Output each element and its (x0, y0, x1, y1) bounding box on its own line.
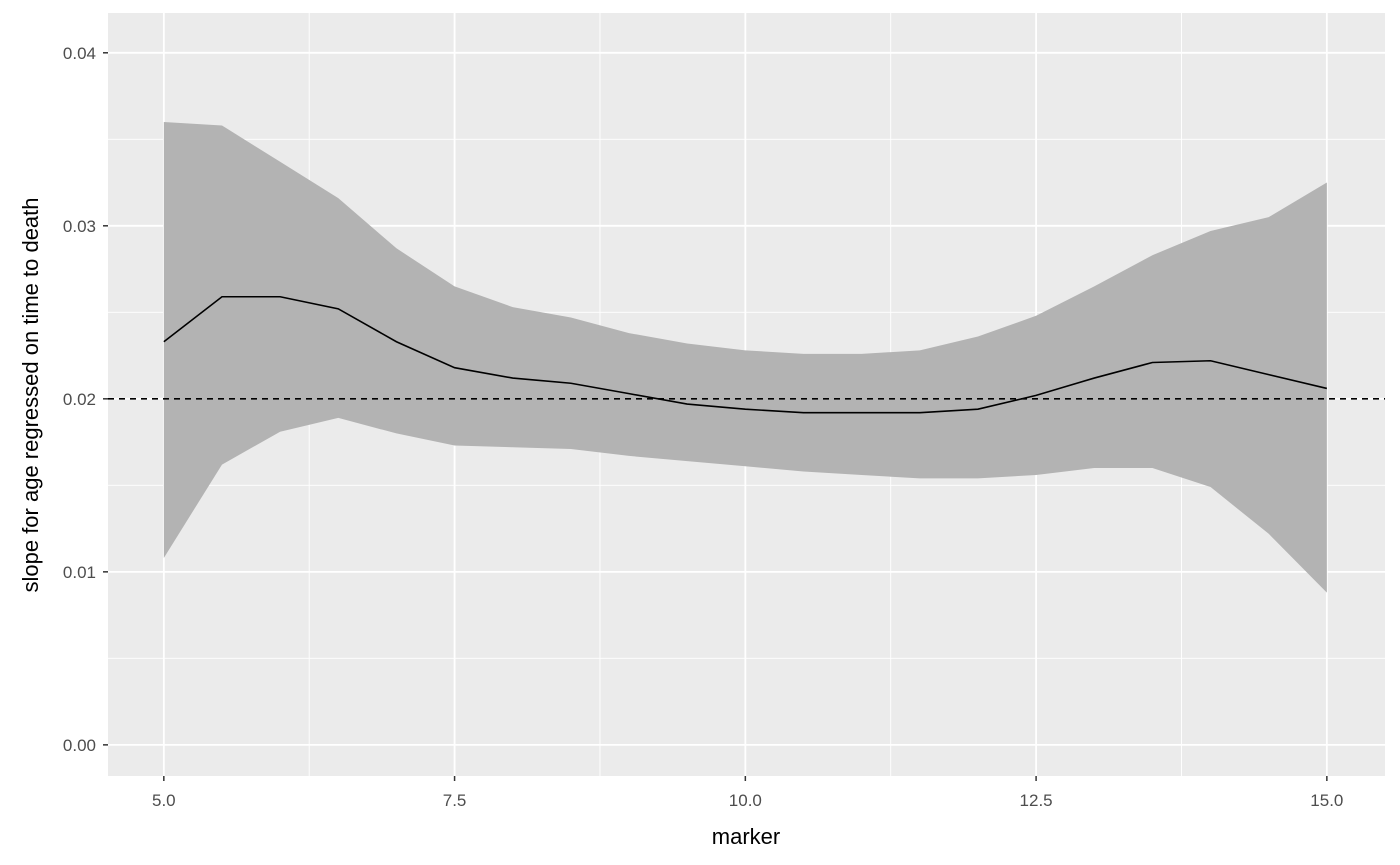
x-tick-label: 5.0 (152, 791, 176, 810)
x-tick-label: 12.5 (1020, 791, 1053, 810)
y-tick-label: 0.00 (63, 736, 96, 755)
confidence-band (163, 122, 1327, 593)
x-tick-label: 10.0 (729, 791, 762, 810)
y-tick-label: 0.02 (63, 390, 96, 409)
y-tick-label: 0.03 (63, 217, 96, 236)
y-tick-label: 0.04 (63, 44, 96, 63)
x-axis: 5.0 7.5 10.0 12.5 15.0 (152, 776, 1343, 810)
x-tick-label: 7.5 (443, 791, 467, 810)
x-axis-title: marker (712, 824, 780, 849)
y-axis: 0.00 0.01 0.02 0.03 0.04 (63, 44, 108, 755)
y-tick-label: 0.01 (63, 563, 96, 582)
y-axis-title: slope for age regressed on time to death (18, 197, 43, 592)
estimate-line (163, 295, 1328, 414)
x-tick-label: 15.0 (1310, 791, 1343, 810)
